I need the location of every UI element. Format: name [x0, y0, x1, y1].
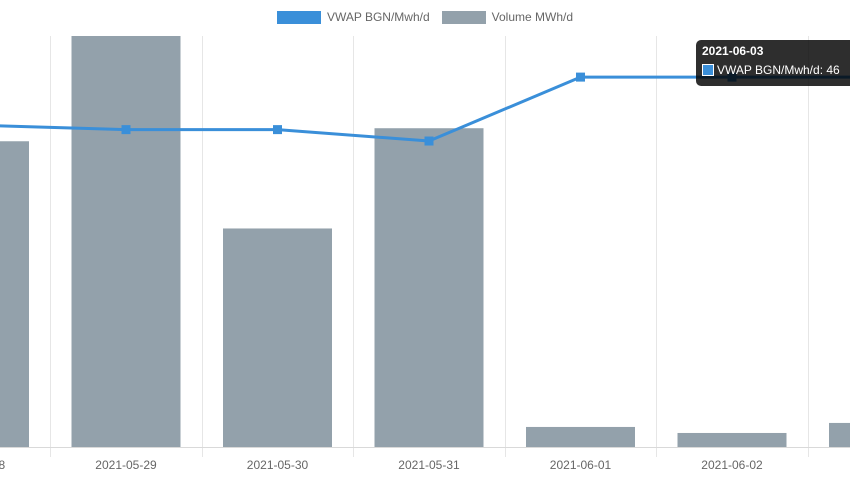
legend-swatch-volume — [441, 10, 486, 24]
chart-tooltip: 2021-06-03 VWAP BGN/Mwh/d: 46 — [696, 40, 850, 86]
volume-bars — [0, 36, 850, 447]
volume-bar[interactable] — [223, 228, 332, 447]
x-tick-label: 2021-05-29 — [95, 458, 157, 472]
x-tick-label: 2021-05-31 — [398, 458, 460, 472]
vwap-point[interactable] — [273, 125, 282, 135]
volume-bar[interactable] — [0, 141, 29, 447]
x-tick-label: 2021-06-02 — [701, 458, 763, 472]
x-tick-label: 2021-05-28 — [0, 458, 6, 472]
x-tick-label: 2021-05-30 — [247, 458, 309, 472]
volume-bar[interactable] — [374, 128, 484, 447]
vwap-point[interactable] — [424, 136, 434, 146]
legend-swatch-vwap — [276, 10, 321, 24]
tooltip-text: VWAP BGN/Mwh/d: 46 — [717, 63, 840, 77]
grid-lines — [0, 36, 850, 457]
volume-bar[interactable] — [677, 432, 787, 447]
volume-bar[interactable] — [526, 426, 635, 447]
volume-bar[interactable] — [829, 422, 850, 447]
tooltip-swatch — [702, 64, 714, 76]
legend-item-volume[interactable]: Volume MWh/d — [441, 10, 574, 24]
volume-bar[interactable] — [71, 36, 181, 447]
x-tick-label: 2021-06-01 — [550, 458, 612, 472]
chart-legend: VWAP BGN/Mwh/d Volume MWh/d — [0, 6, 850, 28]
legend-item-vwap[interactable]: VWAP BGN/Mwh/d — [276, 10, 430, 24]
legend-label-volume: Volume MWh/d — [491, 10, 574, 24]
legend-label-vwap: VWAP BGN/Mwh/d — [326, 10, 430, 24]
vwap-point[interactable] — [576, 72, 585, 82]
x-axis: 2021-05-28 2021-05-29 2021-05-30 2021-05-31… — [0, 458, 763, 472]
vwap-point[interactable] — [121, 125, 131, 135]
tooltip-title: 2021-06-03 — [702, 44, 764, 58]
